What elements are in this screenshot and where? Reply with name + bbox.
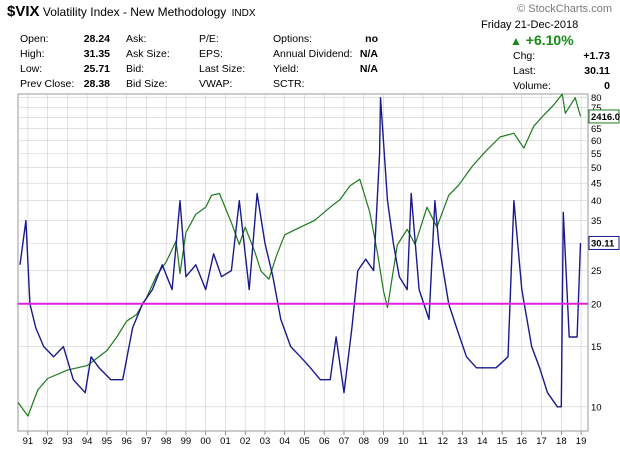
yield-value: N/A	[359, 63, 378, 75]
high-label: High:	[20, 48, 45, 60]
options-value: no	[365, 33, 378, 45]
overlay-value-tag-box	[588, 109, 620, 124]
y-tick-label: 45	[591, 179, 602, 190]
ask-size-label: Ask Size:	[126, 48, 170, 60]
x-tick-label: 99	[181, 436, 192, 447]
vwap-label: VWAP:	[199, 78, 233, 90]
vix-value-tag: 30.11	[588, 235, 620, 250]
options-label: Options:	[273, 33, 313, 45]
chg-value: +1.73	[583, 50, 610, 62]
volume-value: 0	[604, 80, 610, 92]
yield-label: Yield:	[273, 63, 299, 75]
chg-label: Chg:	[513, 50, 536, 62]
overlay-value-tag-label: 2416.00	[591, 112, 620, 123]
last-label: Last:	[513, 65, 536, 77]
x-tick-label: 00	[200, 436, 211, 447]
x-tick-label: 12	[437, 436, 448, 447]
vix-value-tag-box	[588, 235, 620, 250]
quote-header: $VIX Volatility Index - New Methodology …	[0, 0, 620, 92]
vix-line	[19, 96, 582, 408]
x-tick-label: 93	[62, 436, 73, 447]
last-size-label: Last Size:	[199, 63, 246, 75]
x-tick-label: 98	[161, 436, 172, 447]
plot-area	[17, 93, 589, 432]
y-tick-label: 50	[591, 163, 602, 174]
x-tick-label: 13	[457, 436, 468, 447]
change-percent-value: +6.10%	[525, 32, 574, 48]
x-tick-label: 17	[536, 436, 547, 447]
x-axis: 91 92 93 94 95 96 97 98 99 00 01 02 03 04 05 06 07 08 09 10…	[23, 431, 587, 447]
x-tick-label: 15	[497, 436, 508, 447]
high-value: 31.35	[83, 48, 110, 60]
pe-label: P/E:	[199, 33, 219, 45]
volume-label: Volume:	[513, 80, 551, 92]
x-tick-label: 03	[260, 436, 271, 447]
low-label: Low:	[20, 63, 43, 75]
x-tick-label: 07	[339, 436, 350, 447]
low-value: 25.71	[83, 63, 110, 75]
last-value: 30.11	[584, 65, 610, 77]
x-tick-label: 19	[576, 436, 587, 447]
prev-close-value: 28.38	[83, 78, 110, 90]
brand-watermark: © StockCharts.com	[517, 3, 612, 15]
chart-title: $VIX Volatility Index - New Methodology …	[7, 3, 256, 20]
y-tick-label: 20	[591, 299, 602, 310]
ask-label: Ask:	[126, 33, 147, 45]
y-tick-label: 75	[591, 103, 602, 114]
x-tick-label: 95	[102, 436, 113, 447]
y-axis: 8075706560555045403530252015102416.0030.…	[588, 93, 620, 413]
x-tick-label: 09	[378, 436, 389, 447]
x-tick-label: 16	[517, 436, 528, 447]
y-tick-label: 65	[591, 124, 602, 135]
open-value: 28.24	[83, 33, 110, 45]
x-tick-label: 14	[477, 436, 488, 447]
x-tick-label: 92	[42, 436, 53, 447]
y-tick-label: 80	[591, 93, 602, 104]
x-tick-label: 08	[358, 436, 369, 447]
annual-dividend-label: Annual Dividend:	[273, 48, 353, 60]
change-percent: ▲ +6.10%	[510, 32, 574, 48]
y-tick-label: 35	[591, 216, 602, 227]
x-tick-label: 02	[240, 436, 251, 447]
x-tick-label: 05	[299, 436, 310, 447]
quote-date: Friday 21-Dec-2018	[481, 19, 579, 31]
exchange: INDX	[231, 8, 256, 19]
annual-dividend-value: N/A	[359, 48, 378, 60]
x-tick-label: 11	[418, 436, 428, 447]
prev-close-label: Prev Close:	[20, 78, 75, 90]
y-tick-label: 25	[591, 266, 602, 277]
bid-label: Bid:	[126, 63, 145, 75]
symbol: $VIX	[7, 3, 40, 20]
x-tick-label: 97	[141, 436, 152, 447]
x-tick-label: 06	[319, 436, 330, 447]
y-tick-label: 55	[591, 149, 602, 160]
open-label: Open:	[20, 33, 49, 45]
overlay-value-tag: 2416.00	[588, 109, 620, 124]
y-tick-label: 10	[591, 402, 602, 413]
x-tick-label: 01	[220, 436, 231, 447]
y-tick-label: 60	[591, 136, 602, 147]
sctr-label: SCTR:	[273, 78, 305, 90]
x-tick-label: 96	[121, 436, 132, 447]
instrument-name: Volatility Index - New Methodology	[42, 5, 227, 19]
y-tick-label: 40	[591, 196, 602, 207]
vix-value-tag-label: 30.11	[591, 238, 615, 249]
x-tick-label: 10	[398, 436, 409, 447]
x-tick-label: 94	[82, 436, 93, 447]
x-tick-label: 18	[556, 436, 567, 447]
eps-label: EPS:	[199, 48, 223, 60]
up-triangle-icon: ▲	[510, 34, 522, 48]
bid-size-label: Bid Size:	[126, 78, 168, 90]
x-tick-label: 04	[279, 436, 290, 447]
x-tick-label: 91	[23, 436, 34, 447]
y-tick-label: 15	[591, 342, 602, 353]
series-layer	[17, 93, 588, 417]
